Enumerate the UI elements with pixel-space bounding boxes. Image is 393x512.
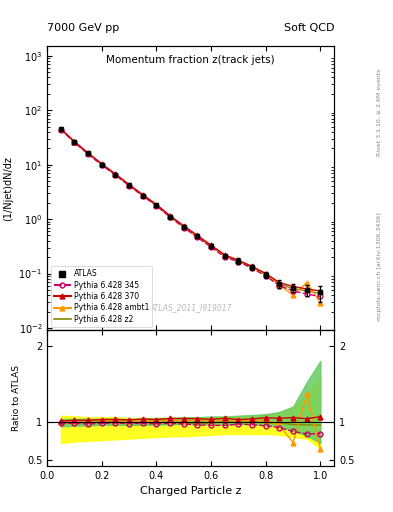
- Y-axis label: Ratio to ATLAS: Ratio to ATLAS: [12, 365, 21, 431]
- Text: Momentum fraction z(track jets): Momentum fraction z(track jets): [106, 55, 275, 65]
- Text: Rivet 3.1.10, ≥ 2.6M events: Rivet 3.1.10, ≥ 2.6M events: [377, 69, 382, 156]
- Text: ATLAS_2011_I919017: ATLAS_2011_I919017: [149, 303, 232, 312]
- Text: Soft QCD: Soft QCD: [284, 23, 334, 33]
- X-axis label: Charged Particle z: Charged Particle z: [140, 486, 241, 496]
- Text: 7000 GeV pp: 7000 GeV pp: [47, 23, 119, 33]
- Text: mcplots.cern.ch [arXiv:1306.3436]: mcplots.cern.ch [arXiv:1306.3436]: [377, 212, 382, 321]
- Y-axis label: (1/Njet)dN/dz: (1/Njet)dN/dz: [3, 156, 13, 221]
- Legend: ATLAS, Pythia 6.428 345, Pythia 6.428 370, Pythia 6.428 ambt1, Pythia 6.428 z2: ATLAS, Pythia 6.428 345, Pythia 6.428 37…: [51, 266, 152, 327]
